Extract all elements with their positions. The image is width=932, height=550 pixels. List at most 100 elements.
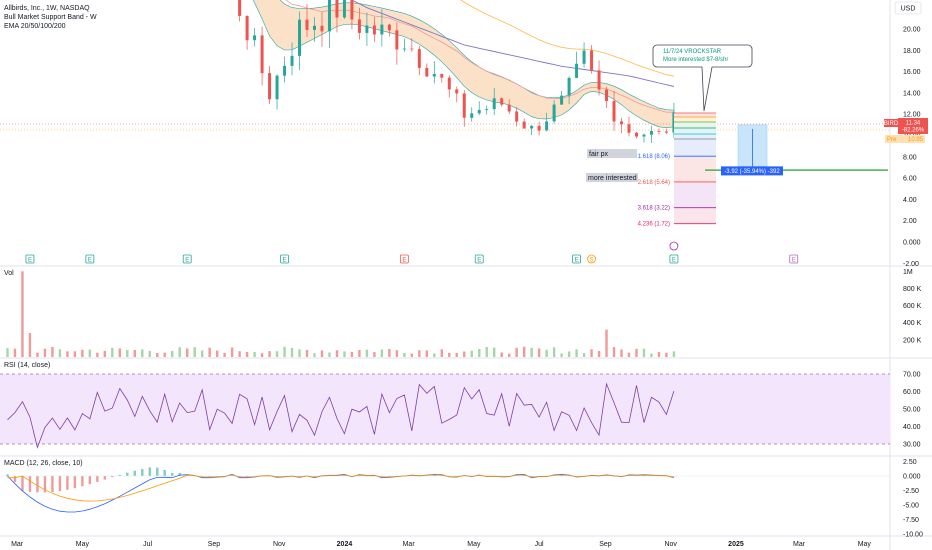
premarket-label: Pre — [887, 137, 897, 143]
volume-bar — [440, 349, 443, 357]
macd-tick-label: -10.00 — [903, 532, 923, 539]
currency-button[interactable] — [894, 1, 922, 15]
volume-bar — [642, 348, 646, 357]
volume-bar — [133, 349, 136, 357]
volume-bar — [373, 352, 376, 357]
candle-body — [342, 0, 346, 18]
candle-body — [507, 104, 511, 112]
volume-bar — [200, 350, 204, 357]
volume-tick-label: 600 K — [903, 303, 922, 310]
earnings-marker[interactable] — [25, 254, 35, 264]
volume-bar — [418, 350, 421, 357]
volume-bar — [582, 353, 586, 357]
macd-hist-bar — [73, 476, 77, 489]
volume-bar — [335, 350, 339, 357]
candle-body — [605, 89, 609, 101]
dividend-marker[interactable] — [587, 254, 596, 264]
rsi-tick-label: 60.00 — [903, 389, 921, 396]
rsi-pane-title[interactable]: RSI (14, close) — [4, 362, 51, 369]
rsi-line — [7, 382, 675, 449]
events-row[interactable]: E E E E E E E E ES — [25, 241, 799, 264]
macd-hist-bar — [298, 476, 301, 477]
candle-body — [500, 98, 504, 105]
volume-bar — [515, 347, 518, 357]
candle-body — [298, 19, 302, 56]
macd-tick-label: -5.00 — [903, 503, 919, 510]
candle-body — [627, 124, 631, 133]
macd-hist-bar — [88, 476, 92, 485]
macd-hist-bar — [171, 472, 174, 476]
candle-body — [245, 15, 249, 41]
candle-body — [582, 50, 586, 64]
more-interested-box[interactable] — [586, 173, 638, 182]
time-tick-label: Mar — [403, 541, 416, 548]
flash-marker[interactable] — [669, 241, 679, 251]
volume-bar — [96, 352, 99, 357]
volume-bar — [111, 347, 114, 357]
volume-bar — [305, 349, 309, 357]
dividend-marker-glyph: S — [590, 258, 594, 264]
macd-hist-bar — [522, 475, 526, 476]
volume-bar — [552, 347, 556, 357]
volume-bar — [81, 349, 84, 357]
fair-price-box[interactable] — [587, 149, 637, 158]
price-tick-label: 4.00 — [903, 197, 917, 204]
macd-hist-bar — [118, 474, 122, 476]
macd-hist-bar — [230, 475, 234, 476]
volume-bar — [657, 351, 661, 357]
rsi-band — [0, 374, 890, 444]
volume-bar — [650, 353, 653, 357]
time-tick-label: Jul — [143, 541, 152, 548]
indicator-legend-ema[interactable]: EMA 20/50/100/200 — [4, 23, 66, 30]
time-axis[interactable]: Mar May Jul Sep Nov 2024 Mar May Jul Sep Nov 2025 Ma… — [11, 541, 871, 548]
candle-body — [560, 95, 564, 105]
volume-pane-title[interactable]: Vol — [4, 270, 14, 277]
candle-body — [522, 121, 526, 129]
candle-body — [515, 111, 519, 122]
symbol-title[interactable]: Allbirds, Inc., 1W, NASDAQ — [4, 5, 90, 12]
macd-pane-title[interactable]: MACD (12, 26, close, 10) — [4, 460, 83, 467]
volume-bar — [455, 352, 458, 357]
volume-bar — [500, 352, 503, 357]
volume-bar — [268, 351, 271, 357]
measure-label: -3.92 (-35.94%) -392 — [724, 169, 780, 175]
earnings-marker[interactable] — [789, 254, 799, 264]
fib-zone — [674, 128, 716, 134]
volume-bar — [171, 350, 174, 357]
earnings-marker[interactable] — [399, 254, 409, 264]
volume-bar — [448, 352, 451, 357]
candle-body — [290, 55, 294, 66]
candle-body — [485, 109, 489, 111]
candle-body — [320, 25, 324, 32]
candle-body — [642, 134, 646, 137]
price-tick-label: 14.00 — [903, 90, 921, 97]
ema-50-line — [460, 0, 674, 77]
earnings-marker[interactable] — [474, 254, 484, 264]
price-pane[interactable] — [6, 0, 676, 143]
premarket-value: 10.95 — [908, 137, 924, 143]
earnings-marker[interactable] — [572, 254, 581, 264]
volume-pane[interactable] — [6, 271, 676, 357]
earnings-marker[interactable] — [85, 254, 95, 264]
macd-hist-bar — [200, 476, 204, 477]
earnings-marker[interactable] — [280, 254, 289, 264]
volume-bar — [275, 351, 279, 357]
callout-line-1: 11/7/24 VROCKSTAR — [663, 49, 722, 55]
earnings-marker[interactable] — [182, 254, 192, 264]
fib-zone — [674, 122, 716, 128]
fib-zone — [674, 139, 716, 157]
volume-tick-label: 1M — [903, 269, 913, 276]
indicator-legend-band[interactable]: Bull Market Support Band - W — [4, 14, 97, 21]
time-tick-label: Sep — [208, 541, 221, 548]
fib-extension-drawing[interactable]: 1.618 (8.06) 2.618 (5.64) 3.618 (3.22) 4… — [638, 112, 716, 228]
volume-bar — [410, 353, 414, 357]
callout-bubble[interactable] — [652, 44, 753, 112]
fair-price-label: fair px — [589, 151, 609, 158]
candle-body — [387, 24, 391, 31]
volume-bar — [470, 350, 473, 357]
macd-hist-bar — [58, 476, 62, 492]
earnings-marker[interactable] — [669, 254, 679, 264]
volume-bar — [103, 350, 107, 357]
candle-body — [575, 63, 579, 78]
